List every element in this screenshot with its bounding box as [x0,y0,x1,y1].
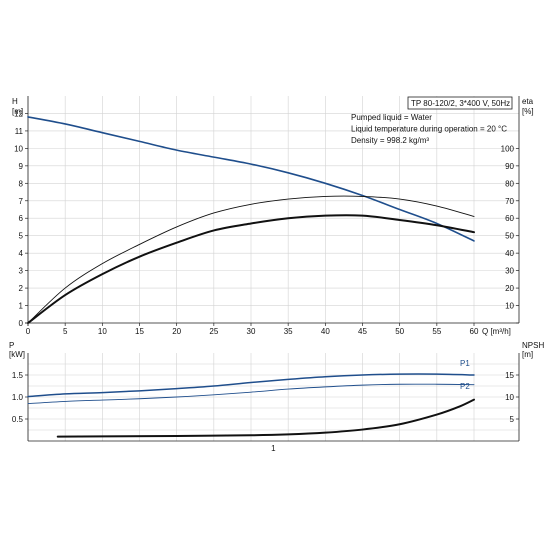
x-tick-label: 20 [172,327,181,336]
y2-tick-label: 90 [505,162,514,171]
y2-axis-label: eta [522,97,534,106]
npsh-axis-label: NPSH [522,341,544,350]
y-tick-label: 4 [19,249,24,258]
x-tick-label: 50 [395,327,404,336]
x-tick-label: 40 [321,327,330,336]
x-axis-label: Q [m³/h] [482,327,511,336]
npsh-axis-unit: [m] [522,350,533,359]
series-label: P2 [460,382,470,391]
power-npsh-panel: 0.5 1.0 1.5 5 10 15 P[kW] NPSH[m] 1 P1 P2 [9,341,544,453]
y2-tick-label: 60 [505,214,514,223]
npsh-tick-label: 5 [510,415,515,424]
x-tick-label: 45 [358,327,367,336]
y-axis-label: H [12,97,18,106]
y2-axis-unit: [%] [522,107,534,116]
y-tick-label: 0 [19,319,24,328]
x-tick-label: 10 [98,327,107,336]
y2-tick-label: 30 [505,267,514,276]
y2-tick-label: 100 [501,144,515,153]
bottom-label: 1 [271,444,276,453]
title-box [407,96,513,110]
y-tick-label: 2 [19,284,24,293]
y-tick-label: 9 [19,162,24,171]
y2-tick-label: 80 [505,179,514,188]
y-tick-label: 6 [19,214,24,223]
y2-tick-label: 40 [505,249,514,258]
info-note: Liquid temperature during operation = 20… [351,125,507,134]
x-tick-label: 30 [247,327,256,336]
series-line-0 [27,116,475,242]
p-tick-label: 1.0 [12,393,24,402]
chart-title: TP 80-120/2, 3*400 V, 50Hz [411,99,510,108]
x-tick-label: 60 [470,327,479,336]
y2-tick-label: 10 [505,302,514,311]
p-tick-label: 1.5 [12,371,24,380]
info-note: Density = 998.2 kg/m³ [351,136,429,145]
x-tick-label: 55 [432,327,441,336]
y-tick-label: 10 [14,144,23,153]
y-tick-label: 12 [14,109,23,118]
x-tick-label: 15 [135,327,144,336]
x-tick-label: 35 [284,327,293,336]
series-label: P1 [460,359,470,368]
y-tick-label: 5 [19,232,24,241]
series-line-0 [27,373,475,398]
p-axis-unit: [kW] [9,350,25,359]
y-tick-label: 8 [19,179,24,188]
p-axis-label: P [9,341,14,350]
x-tick-label: 0 [26,327,31,336]
y-tick-label: 7 [19,197,24,206]
series-line-2 [27,214,475,324]
npsh-tick-label: 10 [505,393,514,402]
y-tick-label: 1 [19,302,24,311]
npsh-tick-label: 15 [505,371,514,380]
y-axis-unit: [m] [12,107,23,116]
y2-tick-label: 70 [505,197,514,206]
p-tick-label: 0.5 [12,415,24,424]
y-tick-label: 11 [15,127,24,136]
y2-tick-label: 20 [505,284,514,293]
x-tick-label: 5 [63,327,68,336]
series-line-1 [27,195,475,324]
series-line-1 [27,383,475,405]
info-note: Pumped liquid = Water [351,113,432,122]
y2-tick-label: 50 [505,232,514,241]
x-tick-label: 25 [209,327,218,336]
y-tick-label: 3 [19,267,24,276]
series-line-2 [56,398,475,438]
